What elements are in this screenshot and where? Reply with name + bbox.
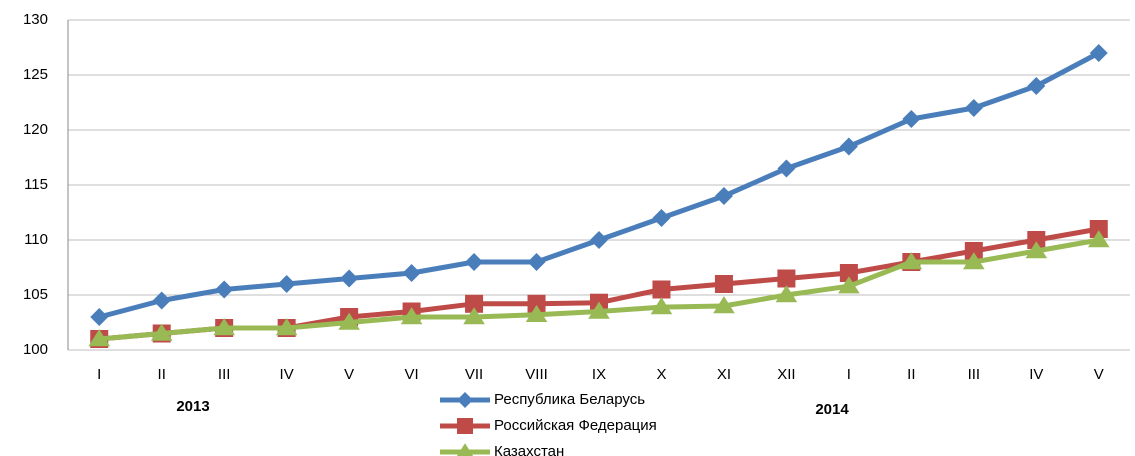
marker <box>652 209 671 227</box>
y-tick-label: 105 <box>23 286 48 303</box>
x-tick-label: VI <box>404 366 418 383</box>
y-tick-label: 125 <box>23 66 48 83</box>
x-tick-label: V <box>1094 366 1104 383</box>
x-tick-label: VII <box>465 366 483 383</box>
marker <box>150 323 173 341</box>
marker <box>838 276 860 294</box>
y-tick-label: 130 <box>23 11 48 28</box>
x-tick-label: X <box>656 366 666 383</box>
x-tick-label: II <box>158 366 166 383</box>
marker <box>88 329 111 347</box>
x-tick-label: IV <box>280 366 294 383</box>
y-tick-label: 100 <box>23 341 48 358</box>
marker <box>964 242 983 260</box>
marker <box>457 392 473 408</box>
legend-label: Казахстан <box>494 443 564 456</box>
marker <box>650 297 673 315</box>
y-tick-label: 115 <box>24 176 48 193</box>
x-tick-label: I <box>97 366 101 383</box>
year-label: 2014 <box>815 401 849 418</box>
marker <box>1089 220 1108 238</box>
marker <box>1087 230 1110 248</box>
marker <box>457 418 473 434</box>
marker <box>527 294 546 313</box>
y-tick-label: 110 <box>24 231 48 248</box>
marker <box>277 275 296 293</box>
marker <box>463 307 485 325</box>
marker <box>215 280 234 299</box>
marker <box>588 301 610 319</box>
marker <box>1089 44 1108 62</box>
marker <box>713 296 735 314</box>
x-tick-label: XII <box>777 366 795 383</box>
marker <box>338 312 360 330</box>
x-tick-label: IV <box>1029 366 1043 383</box>
marker <box>839 264 858 282</box>
marker <box>527 253 546 271</box>
marker <box>963 252 985 270</box>
year-label: 2013 <box>176 398 209 415</box>
x-tick-label: III <box>218 366 231 383</box>
marker <box>465 294 484 313</box>
marker <box>275 318 298 336</box>
marker <box>525 304 548 322</box>
x-tick-label: XI <box>717 366 731 383</box>
marker <box>465 253 484 271</box>
x-tick-label: III <box>968 366 981 383</box>
marker <box>213 318 235 336</box>
x-tick-label: I <box>847 366 851 383</box>
marker <box>902 110 921 128</box>
legend-label: Российская Федерация <box>494 417 657 434</box>
marker <box>900 252 923 270</box>
marker <box>714 187 733 205</box>
marker <box>400 307 423 325</box>
marker <box>714 275 733 293</box>
x-tick-label: IX <box>592 366 606 383</box>
marker <box>1027 77 1046 95</box>
marker <box>775 285 798 303</box>
legend-label: Республика Беларусь <box>494 391 645 408</box>
marker <box>1025 241 1048 259</box>
marker <box>777 269 796 288</box>
marker <box>777 159 796 178</box>
marker <box>152 291 171 310</box>
marker <box>340 269 359 288</box>
x-tick-label: V <box>344 366 354 383</box>
marker <box>90 308 109 326</box>
marker <box>839 137 858 156</box>
marker <box>652 280 671 299</box>
marker <box>1027 231 1046 249</box>
marker <box>402 264 421 282</box>
marker <box>456 443 474 456</box>
marker <box>964 99 983 117</box>
x-tick-label: VIII <box>525 366 548 383</box>
x-tick-label: II <box>907 366 915 383</box>
marker <box>590 231 608 249</box>
y-tick-label: 120 <box>23 121 48 138</box>
